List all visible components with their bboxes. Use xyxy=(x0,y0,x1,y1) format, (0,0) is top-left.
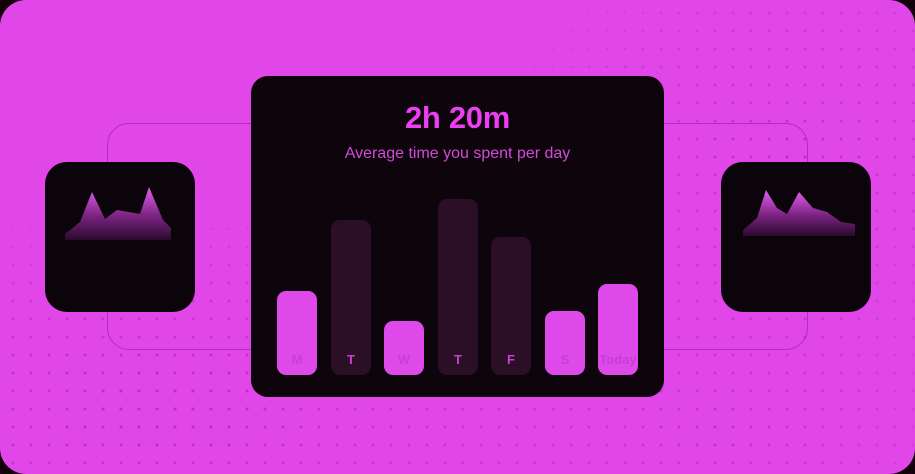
bar-plot-area: M T W T F S Today xyxy=(277,180,638,397)
page-subtitle: Average time you spent per day xyxy=(344,145,571,162)
bar-column-3[interactable]: W xyxy=(384,321,424,375)
stats-card: 2h 20m Average time you spent per day M T… xyxy=(251,76,664,397)
area-chart-thumbnail-right[interactable] xyxy=(721,162,871,312)
bar-label-today-7: Today xyxy=(599,352,637,367)
bar-w-3[interactable] xyxy=(384,321,424,375)
bar-label-t-4: T xyxy=(454,352,462,367)
bar-m-1[interactable] xyxy=(277,291,317,375)
weekly-bar-chart: M T W T F S Today xyxy=(277,180,638,397)
bar-t-2[interactable] xyxy=(331,220,371,375)
bar-label-f-5: F xyxy=(507,352,515,367)
bar-s-6[interactable] xyxy=(545,311,585,375)
bar-column-1[interactable]: M xyxy=(277,291,317,375)
area-chart-thumbnail-left[interactable] xyxy=(45,162,195,312)
bar-f-5[interactable] xyxy=(491,237,531,375)
page-title: 2h 20m xyxy=(404,100,511,135)
bar-column-2[interactable]: T xyxy=(331,220,371,375)
area-chart-icon xyxy=(743,190,855,236)
area-chart-icon xyxy=(65,187,171,240)
bar-label-s-6: S xyxy=(560,352,570,367)
bar-t-4[interactable] xyxy=(438,199,478,375)
bar-column-5[interactable]: F xyxy=(491,237,531,375)
bar-label-t-2: T xyxy=(347,352,355,367)
bar-column-7[interactable]: Today xyxy=(598,284,638,375)
bar-column-4[interactable]: T xyxy=(438,199,478,375)
bar-label-m-1: M xyxy=(291,352,303,367)
bar-today-7[interactable] xyxy=(598,284,638,375)
bar-column-6[interactable]: S xyxy=(545,311,585,375)
bar-label-w-3: W xyxy=(397,352,411,367)
